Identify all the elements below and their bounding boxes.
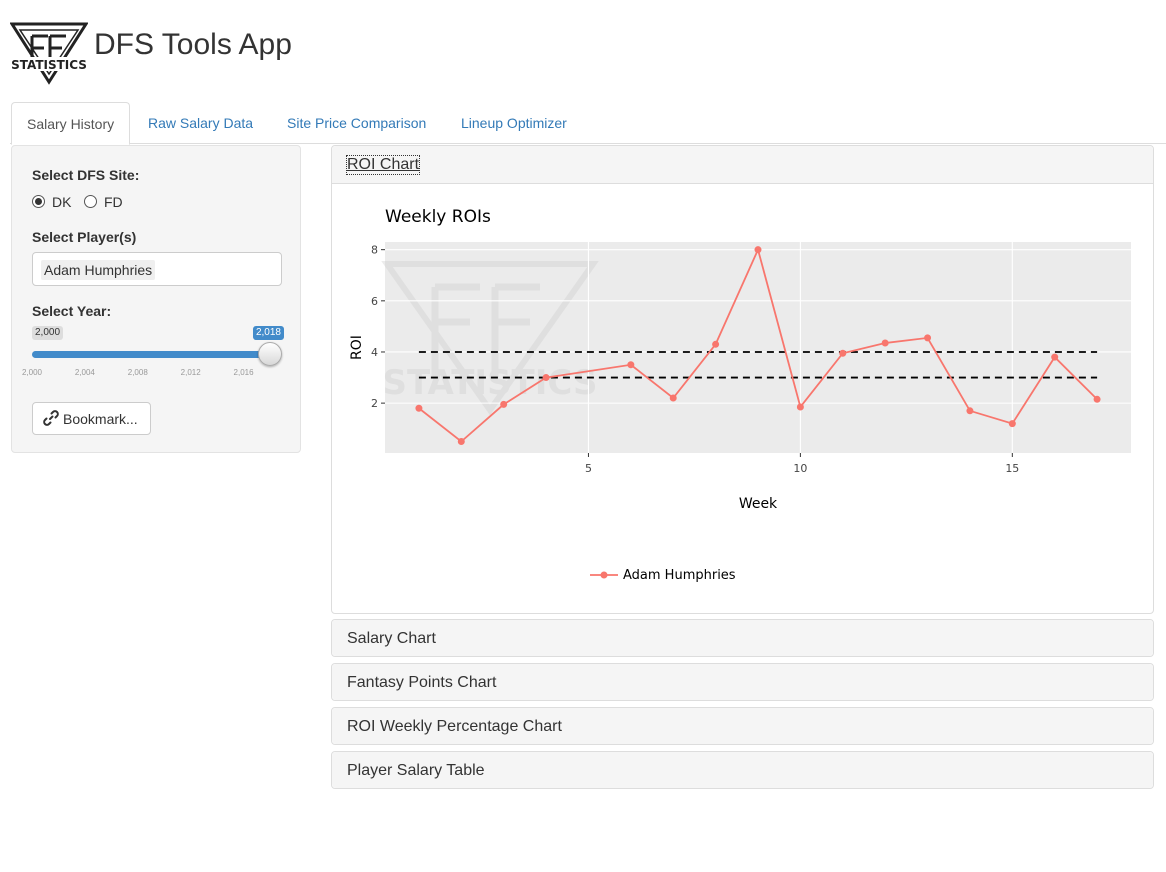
slider-tick-label: 2,004 <box>74 368 95 377</box>
radio-fd-label[interactable]: FD <box>104 194 123 210</box>
data-point <box>415 404 423 412</box>
watermark-logo-icon: STATISTICS <box>381 261 599 416</box>
slider-from-badge: 2,000 <box>32 326 64 340</box>
y-tick-label: 4 <box>371 346 378 359</box>
roi-chart-panel: ROI Chart STATISTICS 2 4 6 8 5 10 15 Weekly ROIs… <box>331 145 1154 614</box>
slider-tick-label: 2,016 <box>233 368 254 377</box>
x-tick-label: 15 <box>1005 462 1019 475</box>
series-line <box>418 246 1098 443</box>
chart-title: Weekly ROIs <box>385 207 491 227</box>
salary-chart-panel-heading[interactable]: Salary Chart <box>332 620 1153 656</box>
roi-chart: STATISTICS 2 4 6 8 5 10 15 Weekly ROIs Week ROI Ada… <box>349 207 1131 583</box>
salary-chart-panel-title[interactable]: Salary Chart <box>347 630 436 647</box>
year-range-slider[interactable]: 2,000 2,018 2,000 2,004 2,008 2,012 2,016 <box>22 324 284 380</box>
legend-label: Adam Humphries <box>623 568 736 583</box>
data-point <box>754 246 762 254</box>
slider-handle[interactable] <box>258 342 282 366</box>
x-tick-label: 10 <box>793 462 807 475</box>
tab-salary-history[interactable]: Salary History <box>11 102 131 145</box>
y-axis-title: ROI <box>349 335 365 360</box>
main-tabs: Salary History Raw Salary Data Site Pric… <box>10 102 1166 145</box>
data-point <box>669 394 677 402</box>
bookmark-label: Bookmark... <box>63 411 138 427</box>
y-tick-label: 8 <box>371 244 378 257</box>
bookmark-button[interactable]: Bookmark... <box>32 402 151 435</box>
data-point <box>966 407 974 415</box>
data-point <box>881 339 889 347</box>
player-select-label: Select Player(s) <box>32 229 137 245</box>
legend-marker <box>600 571 608 579</box>
sidebar-panel: Select DFS Site: DK FD Select Player(s) … <box>11 145 301 453</box>
data-point <box>1008 420 1016 428</box>
data-point <box>796 403 804 411</box>
roi-weekly-percentage-chart-panel: ROI Weekly Percentage Chart <box>331 707 1154 745</box>
data-point <box>542 374 550 382</box>
data-point <box>1093 395 1101 403</box>
site-select-label: Select DFS Site: <box>32 167 140 183</box>
data-point <box>500 400 508 408</box>
fantasy-points-chart-panel: Fantasy Points Chart <box>331 663 1154 701</box>
plot-background <box>385 242 1131 453</box>
slider-to-badge: 2,018 <box>252 326 284 340</box>
radio-dk[interactable] <box>32 195 45 208</box>
slider-tick-label: 2,000 <box>21 368 43 377</box>
y-tick-label: 2 <box>371 397 378 410</box>
fantasy-points-chart-panel-heading[interactable]: Fantasy Points Chart <box>332 664 1153 700</box>
roi-chart-panel-heading[interactable]: ROI Chart <box>332 146 1153 184</box>
slider-tick-label: 2,012 <box>180 368 201 377</box>
player-salary-table-panel-heading[interactable]: Player Salary Table <box>332 752 1153 788</box>
tab-raw-salary-data[interactable]: Raw Salary Data <box>148 115 254 131</box>
data-point <box>924 334 932 342</box>
roi-weekly-percentage-chart-panel-heading[interactable]: ROI Weekly Percentage Chart <box>332 708 1153 744</box>
radio-dk-label[interactable]: DK <box>52 194 72 210</box>
slider-ticks: 2,000 2,004 2,008 2,012 2,016 <box>22 368 270 380</box>
slider-selected-range <box>32 351 270 358</box>
salary-chart-panel: Salary Chart <box>331 619 1154 657</box>
statistics-logo-icon: STATISTICS <box>10 22 88 85</box>
fantasy-points-chart-panel-title[interactable]: Fantasy Points Chart <box>347 674 497 691</box>
app-header: STATISTICS DFS Tools App <box>10 22 610 86</box>
y-tick-label: 6 <box>371 295 378 308</box>
player-select-input[interactable]: Adam Humphries <box>32 252 282 286</box>
x-tick-label: 5 <box>585 462 592 475</box>
roi-weekly-percentage-chart-panel-title[interactable]: ROI Weekly Percentage Chart <box>347 718 562 735</box>
player-salary-table-panel-title[interactable]: Player Salary Table <box>347 762 485 779</box>
slider-tick-label: 2,008 <box>127 368 148 377</box>
tab-site-price-comparison[interactable]: Site Price Comparison <box>287 115 427 131</box>
svg-text:STATISTICS: STATISTICS <box>11 58 87 72</box>
tab-lineup-optimizer[interactable]: Lineup Optimizer <box>461 115 567 131</box>
data-point <box>457 437 465 445</box>
svg-text:STATISTICS: STATISTICS <box>383 363 598 403</box>
data-point <box>839 349 847 357</box>
link-icon <box>43 410 59 426</box>
data-point <box>1051 353 1059 361</box>
year-select-label: Select Year: <box>32 303 112 319</box>
player-salary-table-panel: Player Salary Table <box>331 751 1154 789</box>
x-axis-title: Week <box>739 496 778 512</box>
data-point <box>627 361 635 369</box>
roi-chart-panel-title[interactable]: ROI Chart <box>345 155 421 175</box>
selected-player-chip[interactable]: Adam Humphries <box>41 260 156 280</box>
radio-fd[interactable] <box>84 195 97 208</box>
data-point <box>712 340 720 348</box>
app-title: DFS Tools App <box>94 28 292 61</box>
